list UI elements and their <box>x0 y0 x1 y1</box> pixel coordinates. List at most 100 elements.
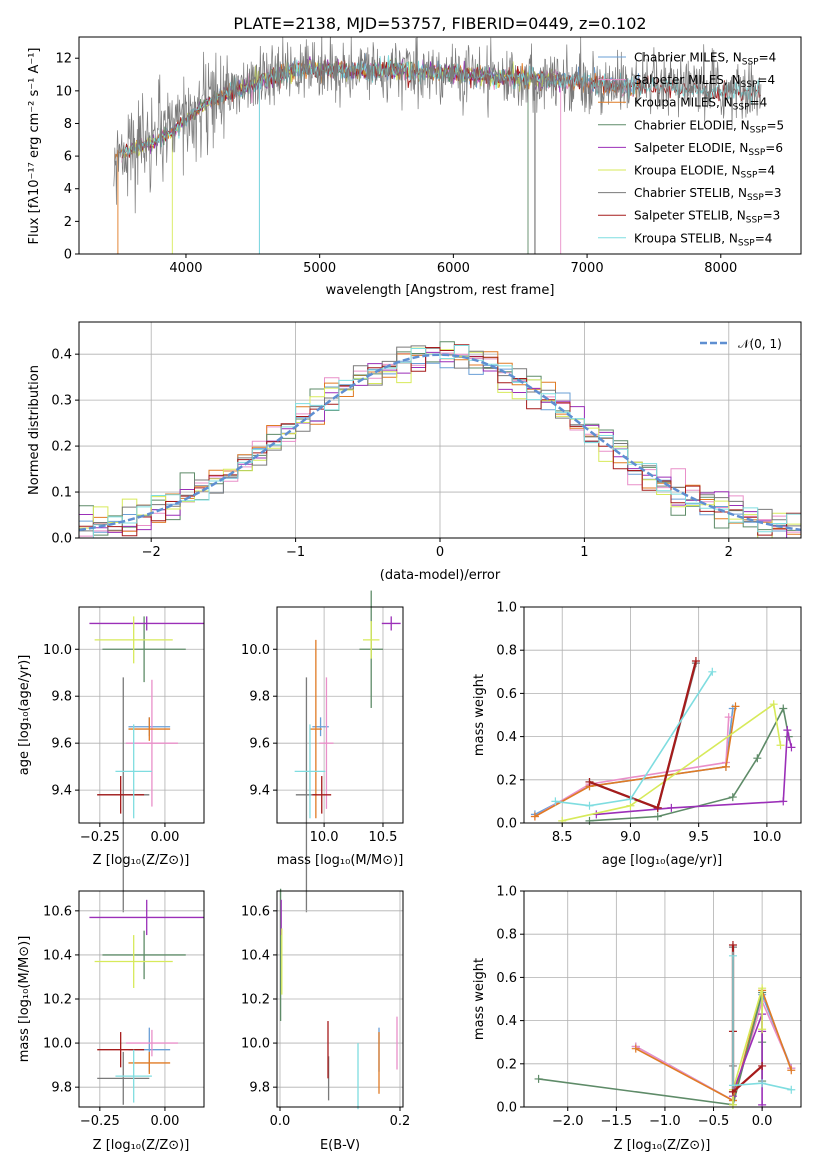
weight-marker <box>728 951 737 960</box>
weight-line-salpeter_miles <box>534 717 730 818</box>
legend-label-suffix: =3 <box>764 186 782 200</box>
y-tick-label: 9.8 <box>249 690 270 705</box>
age-vs-Z-xlabel: Z [log₁₀(Z/Z⊙)] <box>93 853 190 868</box>
legend-label-salpeter_stelib: Salpeter STELIB, NSSP=3 <box>634 209 780 226</box>
errorbar-kroupa_elodie <box>94 616 173 664</box>
errorbar-kroupa_elodie <box>94 935 173 988</box>
y-tick-label: 10.0 <box>241 1037 270 1052</box>
age-vs-mass-xlabel: mass [log₁₀(M/M⊙)] <box>277 853 404 868</box>
residuals-legend: 𝒩(0, 1) <box>700 337 782 351</box>
weight-marker <box>783 726 792 735</box>
weight-marker <box>758 1025 767 1034</box>
mass-vs-Z-ylabel: mass [log₁₀(M/M⊙)] <box>17 936 32 1063</box>
x-tick-label: 10.0 <box>310 830 339 845</box>
x-tick-label: 6000 <box>437 261 470 276</box>
x-tick-label: 10.5 <box>369 830 398 845</box>
weight-marker <box>731 702 740 711</box>
y-tick-label: 10.4 <box>241 948 270 963</box>
legend-label-sub: SSP <box>742 58 759 68</box>
weight-marker <box>708 667 717 676</box>
legend-label-suffix: =4 <box>755 231 773 245</box>
legend-label-suffix: =6 <box>765 141 783 155</box>
spectrum-xlabel: wavelength [Angstrom, rest frame] <box>326 283 555 298</box>
weight-line-kroupa_miles <box>635 987 793 1102</box>
y-tick-label: 8 <box>64 117 72 132</box>
x-tick-label: 8.5 <box>552 830 573 845</box>
legend-label-text: Salpeter STELIB, N <box>634 209 746 223</box>
x-tick-label: 9.0 <box>620 830 641 845</box>
residuals-histograms <box>79 341 801 538</box>
legend-label-sub: SSP <box>747 193 764 203</box>
y-tick-label: 0.3 <box>51 394 72 409</box>
legend-label-chabrier_stelib: Chabrier STELIB, NSSP=3 <box>634 186 782 203</box>
weight-line-chabrier_elodie <box>589 706 790 822</box>
normal-legend-label: 𝒩(0, 1) <box>738 337 782 351</box>
x-tick-label: −1.5 <box>601 1114 633 1129</box>
spectrum-panel: PLATE=2138, MJD=53757, FIBERID=0449, z=0… <box>27 14 802 298</box>
x-tick-label: 4000 <box>169 261 202 276</box>
residuals-panel: −2 −1 0 1 2 0.0 0.1 0.2 0.3 0.4 (data-model)/erro… <box>27 321 802 583</box>
y-tick-label: 10.6 <box>43 904 72 919</box>
weight-marker <box>787 1066 796 1075</box>
histogram-salpeter_stelib <box>79 344 801 537</box>
x-tick-label: 2 <box>725 545 733 560</box>
x-tick-label: −0.25 <box>80 1114 120 1129</box>
legend-label-chabrier_elodie: Chabrier ELODIE, NSSP=5 <box>634 118 784 135</box>
y-tick-label: 9.4 <box>249 784 270 799</box>
y-tick-label: 9.6 <box>51 737 72 752</box>
weight-marker <box>753 754 762 763</box>
weight-marker <box>728 1100 737 1109</box>
legend-label-text: Kroupa MILES, N <box>634 96 733 110</box>
weight-marker <box>758 984 767 993</box>
x-tick-label: −2 <box>142 545 161 560</box>
y-tick-label: 0.0 <box>496 1101 517 1116</box>
y-tick-label: 10.0 <box>43 643 72 658</box>
errorbar-kroupa_elodie <box>362 621 380 659</box>
x-tick-label: −1 <box>286 545 305 560</box>
errorbar-kroupa_miles <box>128 1051 171 1074</box>
y-tick-label: 0.4 <box>51 348 72 363</box>
legend-label-text: Chabrier MILES, N <box>634 51 742 65</box>
y-tick-label: 10.6 <box>241 904 270 919</box>
mass-vs-ebv-xlabel: E(B-V) <box>320 1138 360 1153</box>
x-tick-label: −0.25 <box>80 830 120 845</box>
y-tick-label: 9.8 <box>51 690 72 705</box>
age-vs-Z-ylabel: age [log₁₀(age/yr)] <box>17 655 32 776</box>
spectrum-series-chabrier_stelib <box>113 37 762 254</box>
weight-marker <box>667 803 676 812</box>
weight-marker <box>724 713 733 722</box>
weight-marker <box>787 743 796 752</box>
weight-marker <box>779 797 788 806</box>
weight-marker <box>585 816 594 825</box>
y-tick-label: 10.0 <box>43 1037 72 1052</box>
y-tick-label: 0.2 <box>496 1057 517 1072</box>
legend-label-text: Kroupa ELODIE, N <box>634 164 741 178</box>
legend-label-chabrier_miles: Chabrier MILES, NSSP=4 <box>634 51 776 68</box>
x-tick-label: 0.0 <box>752 1114 773 1129</box>
y-tick-label: 9.4 <box>51 784 72 799</box>
errorbar-kroupa_stelib <box>115 724 152 819</box>
mass-weight-vs-age-panel: 8.5 9.0 9.5 10.0 0.0 0.2 0.4 0.6 0.8 1.0 age [log… <box>472 601 802 868</box>
y-tick-label: 10.0 <box>241 643 270 658</box>
weight-marker <box>551 797 560 806</box>
errorbar-chabrier_elodie <box>102 930 186 980</box>
weight-marker <box>534 1074 543 1083</box>
y-tick-label: 0.6 <box>496 687 517 702</box>
weight-marker <box>728 793 737 802</box>
mass-weight-vs-age-xlabel: age [log₁₀(age/yr)] <box>602 853 723 868</box>
x-tick-label: 7000 <box>571 261 604 276</box>
x-tick-label: 9.5 <box>688 830 709 845</box>
weight-marker <box>691 657 700 665</box>
legend-label-salpeter_miles: Salpeter MILES, NSSP=4 <box>634 73 775 90</box>
errorbar-chabrier_elodie <box>102 616 186 683</box>
weight-marker <box>758 1061 767 1070</box>
legend-label-kroupa_stelib: Kroupa STELIB, NSSP=4 <box>634 231 772 248</box>
age-vs-Z-panel: −0.25 0.00 9.4 9.6 9.8 10.0 Z [log₁₀(Z/Z⊙)] a… <box>17 606 205 913</box>
weight-marker <box>769 700 778 709</box>
errorbar-salpeter_elodie <box>89 899 204 936</box>
weight-marker <box>653 812 662 821</box>
weight-marker <box>626 795 635 804</box>
y-tick-label: 0.2 <box>496 773 517 788</box>
x-tick-label: −1.0 <box>649 1114 681 1129</box>
